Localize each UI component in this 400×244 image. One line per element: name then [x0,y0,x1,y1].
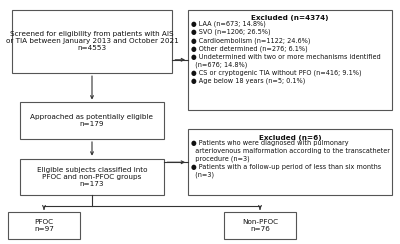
FancyBboxPatch shape [20,159,164,195]
Text: Approached as potentially eligible
n=179: Approached as potentially eligible n=179 [30,114,154,127]
FancyBboxPatch shape [224,212,296,239]
Text: Screened for eligibility from patients with AIS
or TIA between January 2013 and : Screened for eligibility from patients w… [6,31,178,51]
Text: ● Patients who were diagnosed with pulmonary
  arteriovenous malformation accord: ● Patients who were diagnosed with pulmo… [191,140,390,178]
Text: Eligible subjects classified into
PFOC and non-PFOC groups
n=173: Eligible subjects classified into PFOC a… [37,167,147,187]
Text: Excluded (n=4374): Excluded (n=4374) [251,15,329,21]
Text: PFOC
n=97: PFOC n=97 [34,219,54,232]
Text: Excluded (n=6): Excluded (n=6) [259,135,321,141]
FancyBboxPatch shape [188,10,392,110]
FancyBboxPatch shape [20,102,164,139]
FancyBboxPatch shape [8,212,80,239]
Text: ● LAA (n=673; 14.8%)
● SVO (n=1206; 26.5%)
● Cardioembolism (n=1122; 24.6%)
● Ot: ● LAA (n=673; 14.8%) ● SVO (n=1206; 26.5… [191,21,381,84]
Text: Non-PFOC
n=76: Non-PFOC n=76 [242,219,278,232]
FancyBboxPatch shape [12,10,172,73]
FancyBboxPatch shape [188,129,392,195]
